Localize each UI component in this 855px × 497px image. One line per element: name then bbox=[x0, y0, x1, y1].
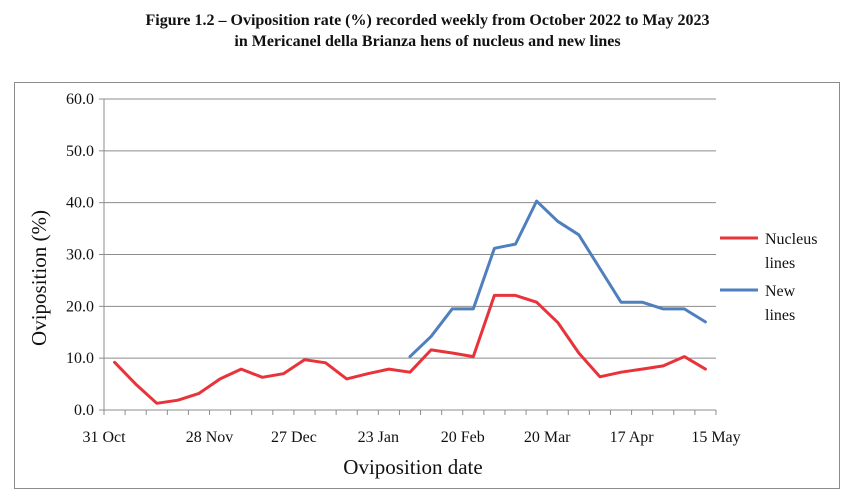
legend-label: Nucleus bbox=[765, 231, 817, 248]
y-tick-label: 60.0 bbox=[66, 91, 94, 108]
y-tick-label: 40.0 bbox=[66, 195, 94, 212]
gridlines bbox=[104, 98, 716, 359]
y-tick-label: 20.0 bbox=[66, 298, 94, 315]
series-line-nucleus bbox=[113, 293, 707, 405]
y-axis-title: Oviposition (%) bbox=[27, 210, 51, 346]
x-tick-label: 31 Oct bbox=[82, 429, 126, 446]
y-tick-label: 10.0 bbox=[66, 350, 94, 367]
series-line-new bbox=[408, 199, 707, 359]
chart-frame bbox=[14, 82, 840, 489]
x-tick-label: 20 Mar bbox=[524, 429, 571, 446]
axis-labels: Oviposition date Oviposition (%) bbox=[27, 210, 483, 479]
y-tick-label: 0.0 bbox=[74, 402, 94, 419]
legend: Nucleus lines New lines bbox=[720, 231, 817, 324]
axes: 0.0 10.0 20.0 30.0 40.0 50.0 60.0 31 Oct 28 Nov 2… bbox=[66, 91, 741, 446]
x-tick-label: 15 May bbox=[691, 429, 740, 446]
legend-label: New bbox=[765, 283, 796, 300]
x-tick-label: 28 Nov bbox=[186, 429, 234, 446]
series-lines bbox=[113, 199, 707, 405]
chart-title-line-2: in Mericanel della Brianza hens of nucle… bbox=[234, 33, 621, 50]
legend-label: lines bbox=[765, 307, 795, 324]
legend-label: lines bbox=[765, 255, 795, 272]
x-tick-label: 17 Apr bbox=[610, 429, 655, 446]
y-tick-label: 30.0 bbox=[66, 247, 94, 264]
chart-title: Figure 1.2 – Oviposition rate (%) record… bbox=[0, 10, 855, 52]
x-tick-label: 20 Feb bbox=[441, 429, 485, 446]
y-tick-label: 50.0 bbox=[66, 143, 94, 160]
chart-title-line-1: Figure 1.2 – Oviposition rate (%) record… bbox=[145, 12, 710, 29]
x-tick-label: 23 Jan bbox=[358, 429, 399, 446]
x-axis-title: Oviposition date bbox=[343, 455, 482, 479]
x-tick-label: 27 Dec bbox=[271, 429, 317, 446]
